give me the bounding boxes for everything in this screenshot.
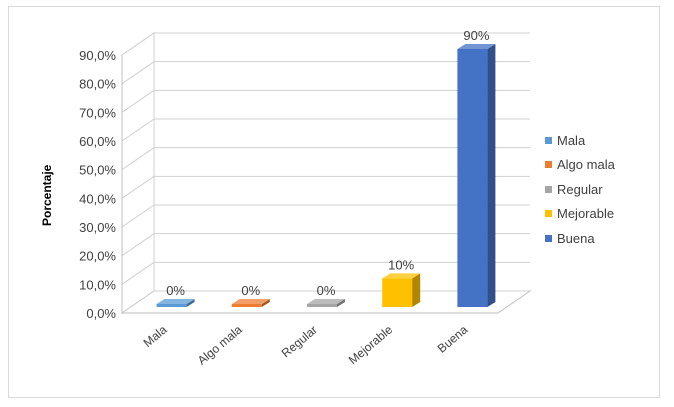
y-tick-label: 30,0% bbox=[79, 220, 116, 235]
bars bbox=[156, 44, 496, 307]
bar-front bbox=[231, 304, 262, 307]
bar-front bbox=[382, 278, 413, 307]
gridline-side bbox=[121, 290, 155, 314]
legend-item: Regular bbox=[545, 177, 670, 202]
gridline-side bbox=[121, 147, 155, 171]
legend: Mala Algo mala Regular Mejorable Buena bbox=[545, 128, 670, 251]
y-tick-label: 50,0% bbox=[79, 163, 116, 178]
bar-regular bbox=[307, 299, 345, 307]
y-tick-label: 10,0% bbox=[79, 277, 116, 292]
legend-label: Mejorable bbox=[557, 206, 615, 222]
y-tick-label: 60,0% bbox=[79, 134, 116, 149]
y-tick-label: 80,0% bbox=[79, 77, 116, 92]
data-label: 0% bbox=[166, 283, 185, 298]
y-axis-ticks: 0,0% 10,0% 20,0% 30,0% 40,0% 50,0% 60,0% 70,0% 8… bbox=[79, 48, 116, 321]
data-label: 0% bbox=[317, 283, 336, 298]
y-axis-title: Porcentaje bbox=[40, 164, 54, 226]
bar-mejorable bbox=[382, 273, 421, 307]
legend-swatch bbox=[545, 234, 552, 242]
bar-side bbox=[337, 299, 345, 307]
x-tick-label: Buena bbox=[435, 322, 471, 355]
y-tick-label: 0,0% bbox=[86, 306, 116, 321]
data-labels: 0% 0% 0% 10% 90% bbox=[166, 28, 490, 298]
bar-front bbox=[156, 304, 187, 307]
gridline-side bbox=[121, 175, 155, 199]
bar-front bbox=[307, 304, 337, 307]
x-tick-label: Mejorable bbox=[346, 322, 396, 367]
y-tick-label: 20,0% bbox=[79, 249, 116, 264]
gridline-side bbox=[121, 61, 155, 85]
bar-side bbox=[487, 44, 496, 307]
gridline-side bbox=[121, 32, 155, 56]
legend-item: Algo mala bbox=[545, 153, 670, 178]
side-wall bbox=[121, 32, 155, 314]
data-label: 0% bbox=[241, 283, 260, 298]
bar-top bbox=[231, 299, 270, 304]
bar-side bbox=[412, 273, 421, 307]
gridline-side bbox=[121, 89, 155, 113]
bar-top bbox=[457, 44, 496, 49]
x-tick-label: Algo mala bbox=[195, 322, 245, 367]
x-tick-label: Regular bbox=[279, 323, 320, 361]
legend-swatch bbox=[545, 185, 552, 193]
y-tick-label: 40,0% bbox=[79, 191, 116, 206]
legend-item: Buena bbox=[545, 226, 670, 251]
legend-item: Mala bbox=[545, 128, 670, 153]
bar-buena bbox=[457, 44, 496, 307]
bar-algo-mala bbox=[231, 299, 270, 307]
data-label: 10% bbox=[388, 257, 414, 272]
y-tick-label: 90,0% bbox=[79, 48, 116, 63]
data-label: 90% bbox=[463, 28, 489, 43]
legend-label: Mala bbox=[557, 132, 586, 148]
legend-swatch bbox=[545, 136, 552, 144]
legend-swatch bbox=[545, 210, 552, 218]
legend-label: Algo mala bbox=[557, 157, 615, 173]
gridline-side bbox=[121, 118, 155, 142]
gridline-side bbox=[121, 233, 155, 257]
bar-top bbox=[156, 299, 195, 304]
bar-top bbox=[382, 273, 421, 279]
x-tick-label: Mala bbox=[141, 322, 170, 350]
bar-front bbox=[457, 49, 488, 307]
gridline-side bbox=[121, 261, 155, 285]
legend-item: Mejorable bbox=[545, 202, 670, 227]
y-tick-label: 70,0% bbox=[79, 105, 116, 120]
bar-top bbox=[307, 299, 345, 304]
legend-label: Regular bbox=[557, 181, 603, 197]
legend-swatch bbox=[545, 161, 552, 169]
category-labels: Mala Algo mala Regular Mejorable Buena bbox=[141, 322, 471, 367]
legend-label: Buena bbox=[557, 230, 595, 246]
chart-area bbox=[8, 6, 660, 398]
gridline-side bbox=[121, 204, 155, 228]
bar-side bbox=[186, 299, 195, 307]
bar-side bbox=[261, 299, 270, 307]
bar-mala bbox=[156, 299, 195, 307]
